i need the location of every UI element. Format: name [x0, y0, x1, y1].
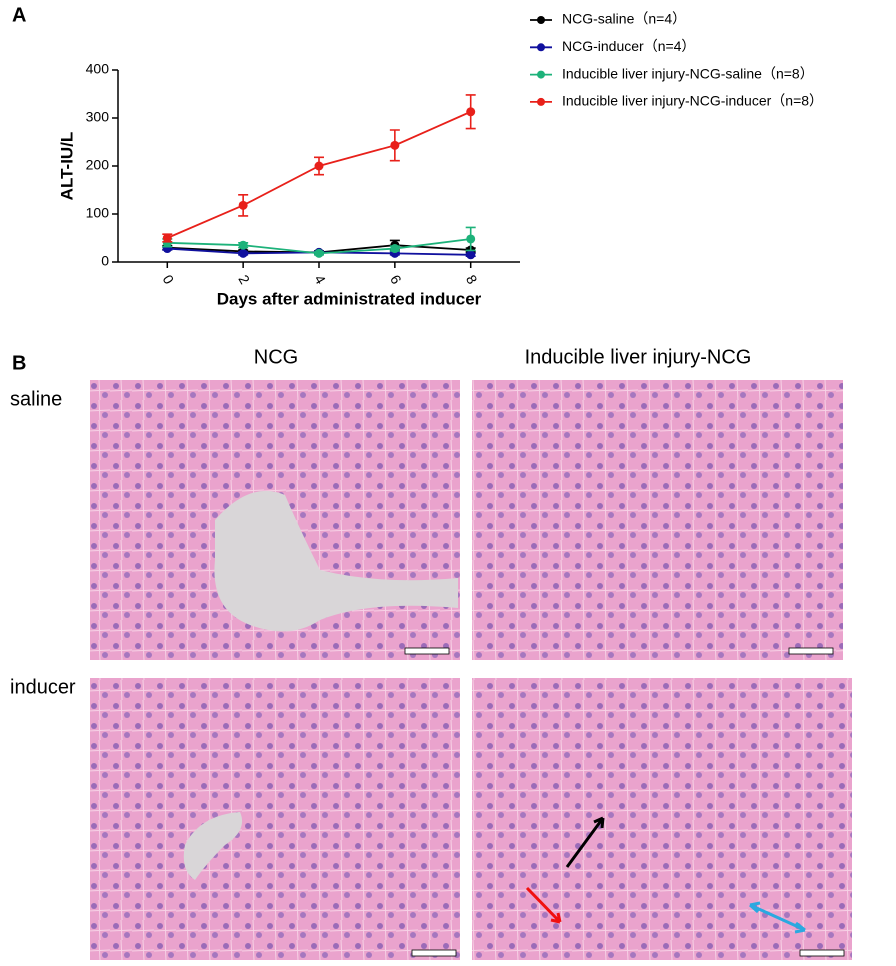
y-tick-label: 300	[86, 109, 110, 125]
data-point	[238, 240, 248, 250]
panel-label: B	[12, 352, 26, 374]
data-point	[314, 161, 324, 171]
data-point	[390, 244, 400, 254]
micrograph	[472, 380, 843, 660]
legend-label: NCG-saline（n=4）	[562, 11, 686, 27]
legend-label: Inducible liver injury-NCG-saline（n=8）	[562, 65, 814, 81]
data-point	[466, 234, 476, 244]
column-label: Inducible liver injury-NCG	[525, 346, 752, 368]
data-point	[466, 250, 476, 260]
y-tick-label: 100	[86, 205, 110, 221]
x-tick-label: 4	[311, 272, 329, 287]
legend-marker	[537, 97, 545, 106]
legend-label: Inducible liver injury-NCG-inducer（n=8）	[562, 93, 823, 109]
micrograph	[472, 678, 852, 960]
column-label: NCG	[254, 346, 298, 368]
data-point	[162, 233, 172, 243]
data-point	[238, 200, 248, 210]
x-tick-label: 2	[235, 272, 253, 287]
y-axis-label: ALT-IU/L	[57, 132, 76, 201]
row-label: inducer	[10, 676, 76, 698]
data-point	[390, 140, 400, 150]
data-point	[314, 248, 324, 258]
legend-marker	[537, 43, 545, 52]
data-point	[238, 248, 248, 258]
panel-label: A	[12, 4, 26, 26]
row-label: saline	[10, 388, 62, 410]
y-tick-label: 200	[86, 157, 110, 173]
legend-marker	[537, 16, 545, 24]
x-tick-label: 6	[387, 272, 405, 287]
x-tick-label: 0	[160, 272, 178, 287]
micrograph	[90, 678, 460, 960]
x-tick-label: 8	[463, 272, 481, 287]
x-axis-label: Days after administrated inducer	[217, 289, 482, 308]
micrograph	[90, 380, 460, 660]
data-point	[466, 107, 476, 117]
y-tick-label: 0	[101, 253, 109, 269]
legend-label: NCG-inducer（n=4）	[562, 38, 695, 54]
y-tick-label: 400	[86, 61, 110, 77]
legend-marker	[537, 70, 545, 79]
